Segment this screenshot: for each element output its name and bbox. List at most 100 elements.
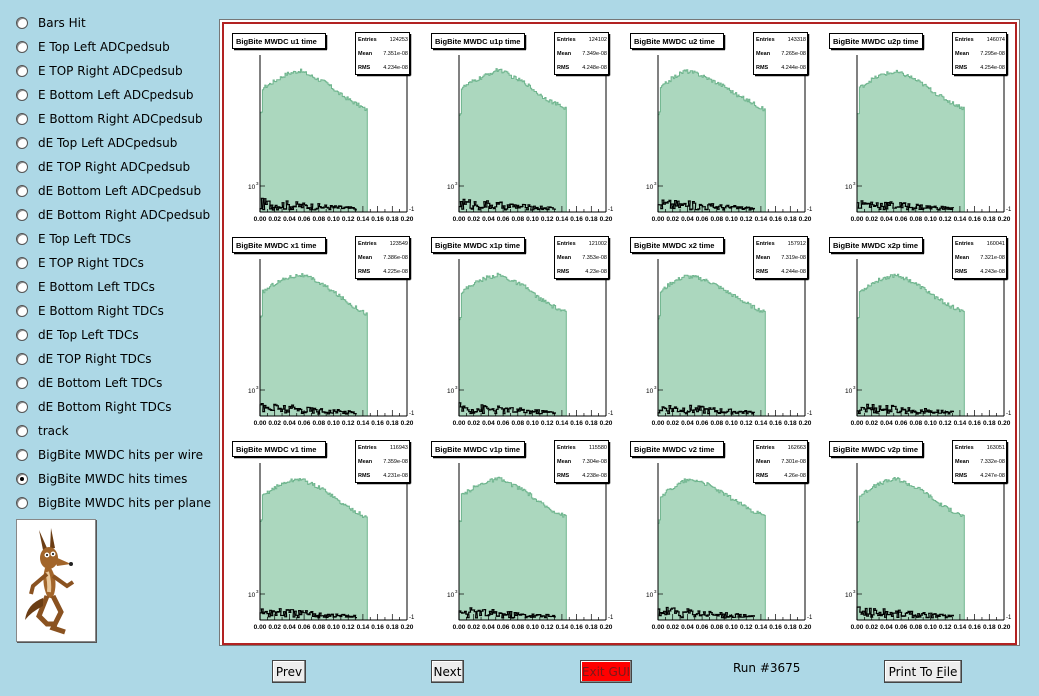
radio-option-label: E Bottom Left ADCpedsub xyxy=(38,88,194,102)
radio-button-icon[interactable] xyxy=(16,209,28,221)
x-axis-exponent: -1 xyxy=(807,615,813,621)
radio-button-icon[interactable] xyxy=(16,353,28,365)
radio-option[interactable]: dE TOP Right TDCs xyxy=(16,349,151,369)
radio-option[interactable]: dE Top Left ADCpedsub xyxy=(16,133,177,153)
x-tick-label: 0.14 xyxy=(556,216,569,223)
radio-option[interactable]: E Top Left TDCs xyxy=(16,229,131,249)
radio-button-icon[interactable] xyxy=(16,41,28,53)
histogram-title: BigBite MWDC u2p time xyxy=(833,37,918,46)
radio-button-icon[interactable] xyxy=(16,17,28,29)
radio-option[interactable]: E Bottom Right ADCpedsub xyxy=(16,109,203,129)
x-tick-label: 0.16 xyxy=(769,216,782,223)
secondary-histogram-series xyxy=(856,200,954,212)
stats-value: 4.254e-08 xyxy=(980,65,1005,71)
x-tick-label: 0.16 xyxy=(371,216,384,223)
radio-option[interactable]: dE Bottom Right TDCs xyxy=(16,397,171,417)
coyote-logo xyxy=(16,519,96,642)
radio-option[interactable]: BigBite MWDC hits per wire xyxy=(16,445,203,465)
stats-label: Entries xyxy=(756,445,775,451)
x-tick-label: 0.08 xyxy=(511,624,524,631)
radio-button-icon[interactable] xyxy=(16,89,28,101)
stats-value: 7.359e-08 xyxy=(383,459,408,465)
stats-box xyxy=(753,236,808,279)
stats-box xyxy=(554,236,609,279)
radio-option[interactable]: dE Bottom Left TDCs xyxy=(16,373,162,393)
radio-option[interactable]: E Bottom Left ADCpedsub xyxy=(16,85,194,105)
radio-option[interactable]: dE Top Left TDCs xyxy=(16,325,139,345)
radio-option[interactable]: BigBite MWDC hits times xyxy=(16,469,187,489)
stats-value: 4.244e-08 xyxy=(781,65,806,71)
x-tick-label: 0.06 xyxy=(696,420,709,427)
radio-button-icon[interactable] xyxy=(16,377,28,389)
y-tick-label: 10 xyxy=(248,388,256,395)
exit-gui-button[interactable]: Exit GUI xyxy=(580,660,632,683)
x-tick-label: 0.08 xyxy=(312,420,325,427)
x-tick-label: 0.02 xyxy=(467,216,480,223)
radio-option[interactable]: E TOP Right ADCpedsub xyxy=(16,61,183,81)
radio-option[interactable]: E TOP Right TDCs xyxy=(16,253,144,273)
prev-button[interactable]: Prev xyxy=(272,660,306,683)
x-tick-labels: 0.00 0.02 0.04 0.06 0.08 0.10 0.12 0.14 0.16 0.18… xyxy=(453,420,613,427)
stats-label: Entries xyxy=(756,241,775,247)
radio-option[interactable]: E Bottom Left TDCs xyxy=(16,277,155,297)
x-tick-label: 0.18 xyxy=(784,216,797,223)
stats-label: RMS xyxy=(955,65,968,71)
x-tick-label: 0.12 xyxy=(541,216,554,223)
x-tick-label: 0.02 xyxy=(666,420,679,427)
stats-label: Mean xyxy=(358,51,373,57)
radio-option[interactable]: E Top Left ADCpedsub xyxy=(16,37,170,57)
x-tick-label: 0.16 xyxy=(968,420,981,427)
radio-option-label: track xyxy=(38,424,69,438)
stats-label: RMS xyxy=(358,269,371,275)
radio-button-icon[interactable] xyxy=(16,329,28,341)
radio-option[interactable]: dE Bottom Right ADCpedsub xyxy=(16,205,210,225)
next-button-label: Next xyxy=(433,664,462,679)
plot-canvas[interactable]: 0.00 0.02 0.04 0.06 0.08 0.10 0.12 0.14 0.16 0.18… xyxy=(222,22,1017,645)
radio-option[interactable]: dE TOP Right ADCpedsub xyxy=(16,157,190,177)
radio-option[interactable]: BigBite MWDC hits per plane xyxy=(16,493,211,513)
radio-button-icon[interactable] xyxy=(16,65,28,77)
radio-option-label: E Bottom Right ADCpedsub xyxy=(38,112,203,126)
x-tick-label: 0.06 xyxy=(497,420,510,427)
radio-button-icon[interactable] xyxy=(16,161,28,173)
radio-button-icon[interactable] xyxy=(16,425,28,437)
histogram-series xyxy=(657,274,766,417)
x-tick-label: 0.08 xyxy=(312,216,325,223)
x-tick-label: 0.12 xyxy=(740,624,753,631)
next-button[interactable]: Next xyxy=(431,660,464,683)
histogram-pad: 0.00 0.02 0.04 0.06 0.08 0.10 0.12 0.14 0.16 0.18… xyxy=(232,32,415,223)
radio-button-icon[interactable] xyxy=(16,137,28,149)
radio-button-icon[interactable] xyxy=(16,305,28,317)
radio-button-icon[interactable] xyxy=(16,233,28,245)
radio-button-icon[interactable] xyxy=(16,185,28,197)
stats-label: Entries xyxy=(358,37,377,43)
radio-option[interactable]: dE Bottom Left ADCpedsub xyxy=(16,181,201,201)
radio-button-icon[interactable] xyxy=(16,401,28,413)
radio-button-icon[interactable] xyxy=(16,473,28,485)
x-tick-label: 0.20 xyxy=(600,624,613,631)
radio-button-icon[interactable] xyxy=(16,257,28,269)
histogram-grid: 0.00 0.02 0.04 0.06 0.08 0.10 0.12 0.14 0.16 0.18… xyxy=(232,32,1012,631)
x-tick-label: 0.08 xyxy=(909,216,922,223)
y-tick-exponent: 3 xyxy=(256,385,259,390)
stats-value: 4.244e-08 xyxy=(781,269,806,275)
radio-button-icon[interactable] xyxy=(16,497,28,509)
x-tick-label: 0.00 xyxy=(851,216,864,223)
x-tick-label: 0.14 xyxy=(954,624,967,631)
radio-button-icon[interactable] xyxy=(16,113,28,125)
x-tick-label: 0.18 xyxy=(784,624,797,631)
x-axis-exponent: -1 xyxy=(807,411,813,417)
exit-gui-button-label: Exit GUI xyxy=(581,664,631,679)
x-tick-label: 0.00 xyxy=(254,216,267,223)
stats-label: Mean xyxy=(557,255,572,261)
radio-option[interactable]: track xyxy=(16,421,69,441)
radio-option[interactable]: Bars Hit xyxy=(16,13,86,33)
x-tick-labels: 0.00 0.02 0.04 0.06 0.08 0.10 0.12 0.14 0.16 0.18… xyxy=(652,420,812,427)
x-tick-label: 0.18 xyxy=(585,216,598,223)
x-tick-label: 0.04 xyxy=(880,420,893,427)
radio-button-icon[interactable] xyxy=(16,449,28,461)
x-tick-label: 0.08 xyxy=(710,624,723,631)
radio-button-icon[interactable] xyxy=(16,281,28,293)
radio-option[interactable]: E Bottom Right TDCs xyxy=(16,301,164,321)
